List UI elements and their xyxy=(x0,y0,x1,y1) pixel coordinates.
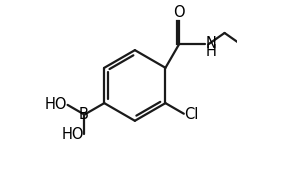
Text: Cl: Cl xyxy=(184,107,199,122)
Text: N: N xyxy=(205,36,216,51)
Text: B: B xyxy=(79,107,89,122)
Text: HO: HO xyxy=(61,127,84,142)
Text: HO: HO xyxy=(44,96,67,111)
Text: H: H xyxy=(205,44,216,59)
Text: O: O xyxy=(173,5,185,20)
